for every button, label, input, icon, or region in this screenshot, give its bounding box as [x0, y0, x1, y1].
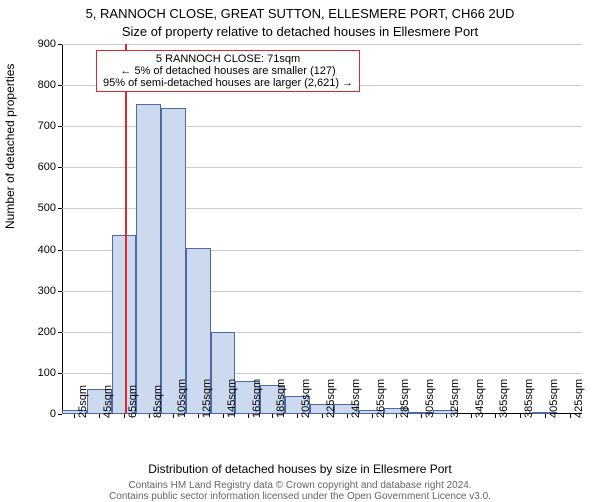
xtick-label: 305sqm: [424, 379, 436, 418]
xtick-label: 345sqm: [474, 379, 486, 418]
xtick-mark: [248, 414, 249, 418]
ytick-label: 500: [38, 202, 56, 214]
footer-line-2: Contains public sector information licen…: [0, 491, 600, 502]
ytick-mark: [58, 250, 62, 251]
annotation-line-2: ← 5% of detached houses are smaller (127…: [103, 65, 353, 77]
chart-container: 5, RANNOCH CLOSE, GREAT SUTTON, ELLESMER…: [0, 0, 600, 500]
marker-line: [125, 44, 127, 414]
x-axis-label: Distribution of detached houses by size …: [0, 462, 600, 476]
ytick-mark: [58, 414, 62, 415]
xtick-label: 165sqm: [251, 379, 263, 418]
ytick-label: 100: [38, 367, 56, 379]
xtick-label: 125sqm: [201, 379, 213, 418]
xtick-label: 185sqm: [275, 379, 287, 418]
xtick-mark: [99, 414, 100, 418]
xtick-label: 265sqm: [375, 379, 387, 418]
ytick-mark: [58, 85, 62, 86]
xtick-mark: [372, 414, 373, 418]
title-sub: Size of property relative to detached ho…: [0, 24, 600, 39]
xtick-label: 145sqm: [226, 379, 238, 418]
xtick-mark: [124, 414, 125, 418]
xtick-mark: [570, 414, 571, 418]
ytick-mark: [58, 208, 62, 209]
ytick-label: 200: [38, 326, 56, 338]
footer-text: Contains HM Land Registry data © Crown c…: [0, 480, 600, 502]
ytick-mark: [58, 44, 62, 45]
plot-area: 010020030040050060070080090025sqm45sqm65…: [62, 44, 582, 414]
xtick-mark: [520, 414, 521, 418]
xtick-mark: [198, 414, 199, 418]
xtick-mark: [74, 414, 75, 418]
xtick-mark: [446, 414, 447, 418]
ytick-mark: [58, 126, 62, 127]
ytick-label: 600: [38, 161, 56, 173]
ytick-mark: [58, 373, 62, 374]
ytick-label: 800: [38, 79, 56, 91]
footer-line-1: Contains HM Land Registry data © Crown c…: [0, 480, 600, 491]
xtick-label: 85sqm: [152, 385, 164, 418]
xtick-mark: [173, 414, 174, 418]
xtick-mark: [223, 414, 224, 418]
y-axis-label: Number of detached properties: [3, 64, 17, 229]
ytick-mark: [58, 291, 62, 292]
histogram-bar: [161, 108, 186, 414]
xtick-mark: [545, 414, 546, 418]
histogram-bar: [136, 104, 161, 414]
xtick-mark: [322, 414, 323, 418]
ytick-mark: [58, 167, 62, 168]
xtick-mark: [347, 414, 348, 418]
annotation-line-3: 95% of semi-detached houses are larger (…: [103, 77, 353, 89]
xtick-mark: [471, 414, 472, 418]
xtick-label: 245sqm: [350, 379, 362, 418]
xtick-label: 405sqm: [548, 379, 560, 418]
xtick-mark: [495, 414, 496, 418]
xtick-label: 425sqm: [573, 379, 585, 418]
xtick-label: 385sqm: [523, 379, 535, 418]
xtick-label: 25sqm: [77, 385, 89, 418]
y-axis-line: [62, 44, 63, 414]
ytick-label: 400: [38, 244, 56, 256]
xtick-label: 205sqm: [300, 379, 312, 418]
ytick-label: 700: [38, 120, 56, 132]
xtick-label: 225sqm: [325, 379, 337, 418]
ytick-mark: [58, 332, 62, 333]
xtick-mark: [421, 414, 422, 418]
ytick-label: 900: [38, 38, 56, 50]
xtick-label: 365sqm: [498, 379, 510, 418]
ytick-label: 0: [50, 408, 56, 420]
xtick-mark: [297, 414, 298, 418]
xtick-mark: [149, 414, 150, 418]
grid-line: [62, 44, 582, 45]
annotation-box: 5 RANNOCH CLOSE: 71sqm← 5% of detached h…: [96, 50, 360, 92]
annotation-line-1: 5 RANNOCH CLOSE: 71sqm: [103, 53, 353, 65]
ytick-label: 300: [38, 285, 56, 297]
xtick-label: 45sqm: [102, 385, 114, 418]
xtick-label: 325sqm: [449, 379, 461, 418]
xtick-label: 65sqm: [127, 385, 139, 418]
title-main: 5, RANNOCH CLOSE, GREAT SUTTON, ELLESMER…: [0, 6, 600, 21]
xtick-label: 285sqm: [399, 379, 411, 418]
xtick-mark: [396, 414, 397, 418]
xtick-label: 105sqm: [176, 379, 188, 418]
xtick-mark: [272, 414, 273, 418]
